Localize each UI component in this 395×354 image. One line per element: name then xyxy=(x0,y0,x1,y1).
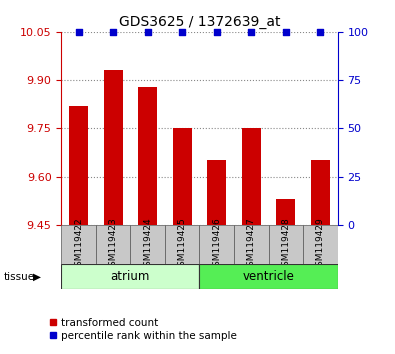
Bar xyxy=(61,264,199,289)
Text: GSM119423: GSM119423 xyxy=(109,217,118,272)
Text: GSM119425: GSM119425 xyxy=(178,217,187,272)
Text: GSM119427: GSM119427 xyxy=(247,217,256,272)
Text: GSM119426: GSM119426 xyxy=(212,217,221,272)
Point xyxy=(283,29,289,35)
Bar xyxy=(303,225,338,264)
Text: GSM119428: GSM119428 xyxy=(281,217,290,272)
Bar xyxy=(69,106,88,225)
Legend: transformed count, percentile rank within the sample: transformed count, percentile rank withi… xyxy=(45,314,241,345)
Text: GSM119424: GSM119424 xyxy=(143,217,152,272)
Bar xyxy=(199,225,234,264)
Bar xyxy=(311,160,330,225)
Bar xyxy=(103,70,122,225)
Bar xyxy=(199,264,338,289)
Text: GSM119429: GSM119429 xyxy=(316,217,325,272)
Point xyxy=(145,29,151,35)
Point xyxy=(317,29,324,35)
Text: tissue: tissue xyxy=(4,272,35,282)
Text: ventricle: ventricle xyxy=(243,270,295,283)
Bar xyxy=(165,225,199,264)
Bar xyxy=(138,86,157,225)
Bar xyxy=(207,160,226,225)
Bar xyxy=(269,225,303,264)
Bar xyxy=(130,225,165,264)
Bar xyxy=(234,225,269,264)
Point xyxy=(248,29,254,35)
Point xyxy=(110,29,116,35)
Bar xyxy=(173,128,192,225)
Text: atrium: atrium xyxy=(111,270,150,283)
Bar xyxy=(242,128,261,225)
Point xyxy=(75,29,82,35)
Point xyxy=(179,29,185,35)
Title: GDS3625 / 1372639_at: GDS3625 / 1372639_at xyxy=(119,16,280,29)
Point xyxy=(214,29,220,35)
Bar xyxy=(96,225,130,264)
Text: ▶: ▶ xyxy=(33,272,41,282)
Bar xyxy=(276,199,295,225)
Bar xyxy=(61,225,96,264)
Text: GSM119422: GSM119422 xyxy=(74,217,83,272)
